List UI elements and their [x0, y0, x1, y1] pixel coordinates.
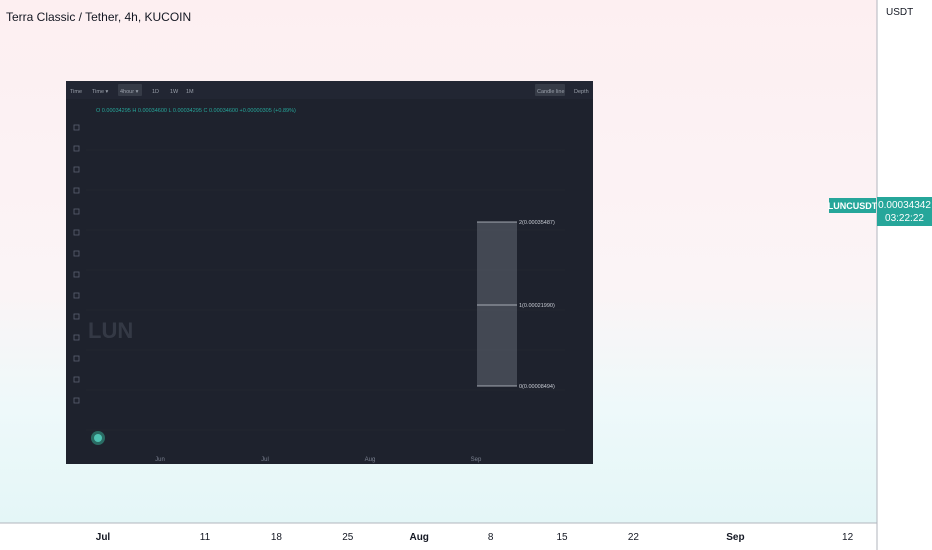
bar-countdown: 03:22:22: [885, 213, 924, 224]
price-axis-background: [877, 0, 932, 550]
time-axis-ticks: Jul 11 18 25 Aug 8 15 22 Sep 12: [96, 532, 854, 543]
last-price: 0.00034342: [878, 200, 931, 211]
inset-tool-icon: [73, 166, 80, 173]
inset-background: [66, 81, 593, 464]
inset-toolbar-item: 1D: [152, 89, 159, 95]
inset-grid: [86, 149, 565, 431]
time-tick-label: 11: [200, 532, 211, 543]
inset-fib-label: 2(0.00035487): [519, 220, 555, 226]
inset-tool-icon: [73, 355, 80, 362]
inset-toolbar-items: Time Time ▾ 4hour ▾ 1D 1W 1M Candle line Depth: [70, 84, 589, 96]
inset-tool-icon: [73, 250, 80, 257]
last-price-tag: LUNCUSDT 0.00034342 03:22:22: [828, 197, 932, 226]
time-axis-background: [0, 523, 877, 550]
inset-time-tick: Aug: [365, 457, 376, 463]
inset-tool-icon: [73, 313, 80, 320]
inset-fib-range: [477, 222, 517, 386]
inset-drawing-tools: [73, 124, 80, 404]
inset-tool-icon: [73, 292, 80, 299]
inset-fib-levels: 2(0.00035487) 1(0.00021990) 0(0.00008494): [477, 220, 555, 390]
inset-time-tick: Jun: [155, 457, 165, 463]
inset-chart: Time Time ▾ 4hour ▾ 1D 1W 1M Candle line Depth …: [66, 81, 593, 464]
inset-toolbar-button-bg: [535, 84, 565, 96]
time-tick-label: 25: [342, 532, 354, 543]
time-tick-label: 15: [556, 532, 568, 543]
inset-fib-label: 1(0.00021990): [519, 303, 555, 309]
inset-toolbar-button-bg: [118, 84, 142, 96]
time-tick-label: 18: [271, 532, 283, 543]
inset-fib-label: 0(0.00008494): [519, 384, 555, 390]
inset-tool-icon: [73, 271, 80, 278]
time-tick-label: 12: [842, 532, 854, 543]
time-tick-label: Sep: [726, 532, 744, 543]
inset-toolbar-item: Candle line: [537, 89, 565, 95]
inset-toolbar-item: 4hour ▾: [120, 89, 139, 95]
inset-toolbar: [66, 81, 593, 99]
time-tick-label: 8: [488, 532, 494, 543]
inset-tool-icon: [73, 229, 80, 236]
chart-title: Terra Classic / Tether, 4h, KUCOIN: [6, 10, 192, 24]
inset-watermark: LUN: [88, 318, 133, 343]
inset-tool-icon: [73, 397, 80, 404]
time-tick-label: Jul: [96, 532, 111, 543]
inset-time-tick: Jul: [261, 457, 269, 463]
symbol-label: LUNCUSDT: [828, 201, 878, 211]
inset-time-ticks: Jun Jul Aug Sep: [155, 457, 482, 463]
inset-tool-icon: [73, 124, 80, 131]
inset-ohlc-readout: O 0.00034295 H 0.00034600 L 0.00034295 C…: [96, 108, 296, 114]
inset-tool-icon: [73, 145, 80, 152]
inset-logo: [91, 431, 105, 445]
time-tick-label: Aug: [409, 532, 428, 543]
inset-toolbar-item: Time ▾: [92, 89, 109, 95]
inset-toolbar-item: Depth: [574, 89, 589, 95]
inset-tool-icon: [73, 376, 80, 383]
inset-tool-icon: [73, 334, 80, 341]
inset-tool-icon: [73, 208, 80, 215]
axis-unit: USDT: [886, 7, 914, 18]
inset-toolbar-item: 1W: [170, 89, 179, 95]
inset-tool-icon: [73, 187, 80, 194]
inset-toolbar-item: Time: [70, 89, 82, 95]
inset-time-tick: Sep: [471, 457, 482, 463]
inset-toolbar-item: 1M: [186, 89, 194, 95]
time-tick-label: 22: [628, 532, 640, 543]
